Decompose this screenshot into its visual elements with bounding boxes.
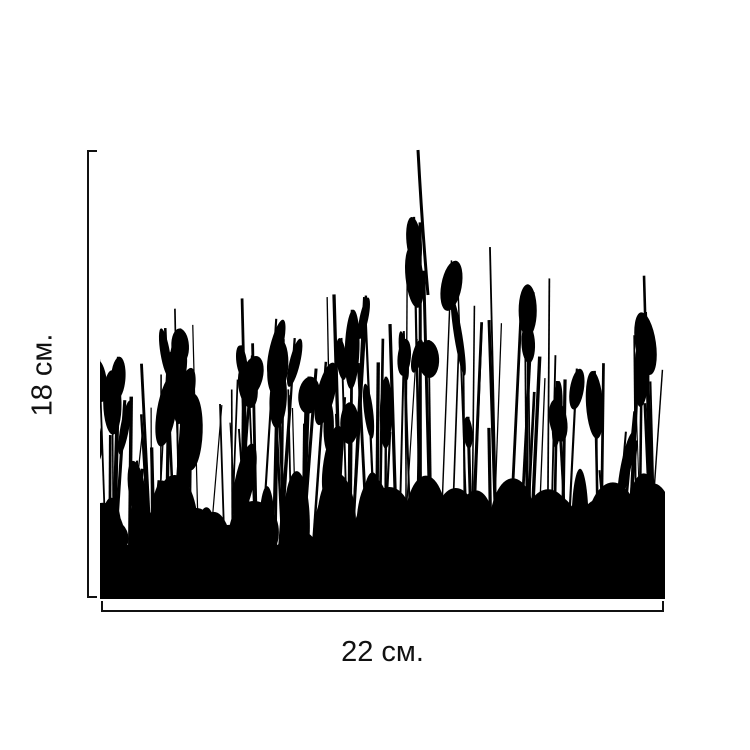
reed	[357, 297, 370, 339]
reed	[274, 395, 292, 599]
reed	[356, 478, 392, 581]
reed	[286, 338, 303, 387]
reed	[110, 356, 126, 400]
reed	[131, 507, 155, 552]
reed	[229, 501, 279, 564]
reed	[463, 416, 473, 449]
reed	[150, 474, 199, 590]
width-label: 22 см.	[341, 636, 424, 668]
reed	[617, 432, 635, 501]
reed	[100, 497, 122, 580]
reed	[525, 516, 578, 577]
reed	[298, 376, 321, 414]
reed	[634, 340, 645, 376]
reed	[418, 340, 440, 379]
reed	[100, 359, 108, 403]
height-label: 18 см.	[26, 333, 59, 417]
width-dimension-bracket	[101, 601, 664, 612]
reed	[323, 400, 334, 453]
reed	[240, 355, 264, 398]
reed	[518, 284, 537, 337]
reed	[193, 511, 234, 599]
height-dimension-bracket	[87, 150, 97, 598]
reed	[155, 375, 178, 447]
reed-grass-silhouette-image	[100, 149, 665, 599]
reed	[274, 529, 321, 591]
reed	[585, 370, 604, 439]
reed	[404, 246, 424, 308]
reed	[629, 500, 665, 599]
reed	[416, 149, 430, 296]
reed	[440, 260, 463, 311]
reed	[177, 419, 190, 481]
reed	[314, 362, 338, 426]
reed	[587, 501, 608, 559]
reed	[335, 338, 348, 380]
reed	[450, 296, 466, 376]
reed	[548, 399, 568, 442]
reed	[344, 309, 360, 390]
reed	[118, 400, 132, 455]
reed	[403, 475, 449, 590]
reed	[458, 490, 494, 560]
reed	[312, 493, 344, 599]
reed	[569, 368, 585, 410]
